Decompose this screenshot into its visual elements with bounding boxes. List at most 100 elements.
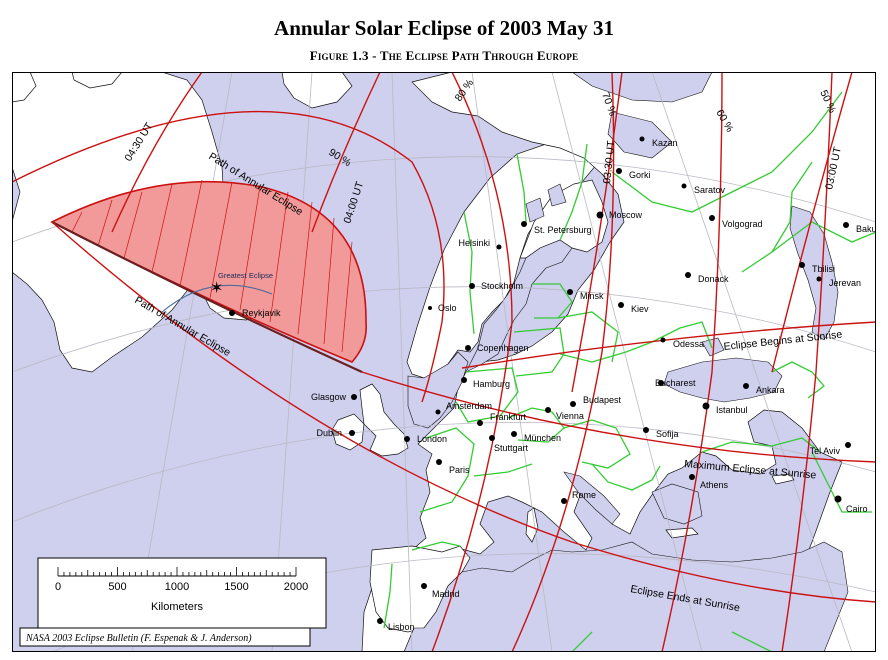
border-portugal-spain — [383, 563, 393, 629]
city-label: Tbilisi — [812, 264, 835, 274]
city-paris: Paris — [436, 459, 470, 475]
land-arctic-islands — [12, 72, 123, 103]
city-tbilisi: Tbilisi — [799, 262, 835, 274]
border-finland-russia — [559, 143, 588, 241]
city-dot — [643, 427, 649, 433]
city-label: Paris — [449, 465, 470, 475]
city-dot — [567, 289, 573, 295]
hatch-line — [151, 183, 173, 273]
time-0300-ut — [771, 72, 853, 373]
city-label: Saratov — [694, 185, 726, 195]
land-svalbard — [281, 72, 353, 109]
city-label: Athens — [700, 480, 729, 490]
limit-70-percent — [511, 72, 615, 652]
barents-inlet — [571, 72, 713, 103]
city-dot — [639, 136, 645, 142]
city-label: Frankfurt — [490, 412, 527, 422]
scale-tick-label: 500 — [108, 581, 126, 593]
city-amsterdam: Amsterdam — [435, 401, 492, 415]
scale-tick-label: 2000 — [284, 581, 308, 593]
border-hungary-romania — [563, 419, 631, 469]
city-donack: Donack — [685, 272, 729, 284]
land-ireland — [331, 413, 365, 451]
map-frame — [12, 72, 876, 652]
city-dot — [843, 222, 849, 228]
city-cairo: Cairo — [834, 495, 868, 514]
hatch-line — [297, 201, 313, 335]
city-dot — [743, 383, 749, 389]
city-label: Rome — [572, 490, 596, 500]
mediterranean-sea — [403, 541, 849, 652]
city-budapest: Budapest — [570, 395, 622, 407]
city-dot — [709, 215, 715, 221]
city-sofija: Sofija — [643, 427, 679, 439]
border-north-africa — [404, 631, 773, 652]
city-dot — [351, 394, 357, 400]
limit-80-percent — [431, 72, 513, 652]
city-label: Glasgow — [311, 392, 347, 402]
city-telaviv: Tel Aviv — [810, 442, 851, 456]
city-label: Minsk — [580, 291, 604, 301]
city-dot — [489, 435, 495, 441]
annular-zone — [50, 180, 368, 363]
city-rome: Rome — [561, 490, 596, 504]
city-stuttgart: Stuttgart — [489, 435, 529, 453]
city-vienna: Vienna — [545, 407, 584, 421]
scale-tick-label: 1500 — [224, 581, 248, 593]
city-label: Sofija — [656, 429, 679, 439]
city-istanbul: Istanbul — [702, 402, 748, 415]
city-gorki: Gorki — [616, 168, 651, 180]
city-label: Lisbon — [388, 622, 415, 632]
graticule-meridian-3 — [391, 72, 413, 652]
graticule-meridian-4 — [471, 72, 553, 652]
scale-bar-major-ticks: 0 500 1000 1500 2000 — [55, 581, 308, 593]
city-label: Dublin — [316, 428, 342, 438]
border-austria-czech — [507, 407, 565, 443]
city-label: Budapest — [583, 395, 622, 405]
city-label: Copenhagen — [477, 343, 529, 353]
credit-box-frame — [19, 627, 311, 647]
city-label: Jerevan — [829, 278, 861, 288]
hatch-line — [323, 217, 335, 345]
border-caucasus — [771, 361, 825, 399]
city-kiev: Kiev — [618, 302, 649, 314]
credit-text: NASA 2003 Eclipse Bulletin (F. Espenak &… — [25, 633, 252, 644]
black-sea — [663, 357, 783, 403]
border-spain-france — [411, 541, 461, 551]
city-label: Vienna — [556, 411, 584, 421]
city-dot — [349, 430, 355, 436]
city-dot — [521, 221, 527, 227]
city-label: Donack — [698, 274, 729, 284]
label-greatest-eclipse: Greatest Eclipse — [218, 271, 273, 280]
city-label: Amsterdam — [446, 401, 492, 411]
city-dot — [477, 420, 483, 426]
city-label: Istanbul — [716, 405, 748, 415]
city-glasgow: Glasgow — [311, 392, 357, 402]
city-london: London — [404, 434, 447, 444]
city-dot — [799, 262, 805, 268]
baltic-sea — [465, 239, 573, 373]
city-jerevan: Jerevan — [816, 276, 861, 288]
city-dot — [681, 183, 687, 189]
city-baku: Baku — [843, 222, 876, 234]
city-label: Moscow — [609, 210, 643, 220]
hatch-line — [71, 211, 83, 233]
white-sea — [607, 111, 673, 159]
city-label: St. Petersburg — [534, 225, 592, 235]
city-label: Reykjavik — [242, 308, 281, 318]
city-label: Kiev — [631, 304, 649, 314]
border-sweden-finland — [516, 153, 527, 223]
border-norway-sweden — [463, 211, 475, 335]
land-crete — [665, 527, 699, 539]
city-dot — [845, 442, 851, 448]
limit-60-percent — [661, 72, 723, 652]
city-lisbon: Lisbon — [377, 618, 415, 632]
city-dot — [469, 283, 475, 289]
graticule-meridian-2 — [271, 72, 313, 652]
scale-tick-label: 0 — [55, 581, 61, 593]
border-germany — [455, 367, 519, 423]
border-balkans — [591, 463, 661, 491]
city-dot — [229, 310, 235, 316]
eclipse-begins-sunrise-curve — [461, 321, 876, 369]
city-dot — [618, 302, 624, 308]
